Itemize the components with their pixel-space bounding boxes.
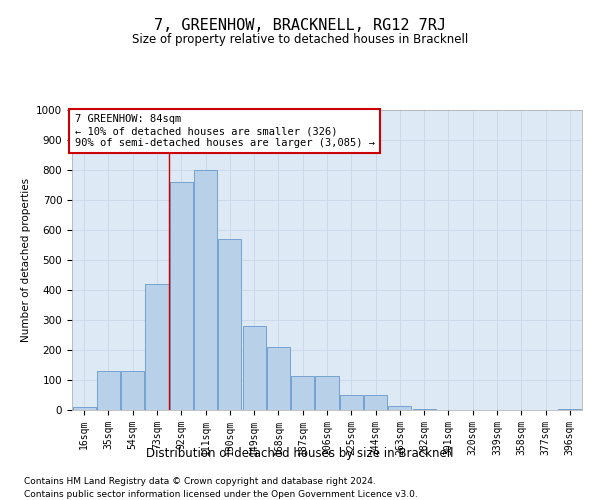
- Y-axis label: Number of detached properties: Number of detached properties: [20, 178, 31, 342]
- Bar: [413, 408, 436, 410]
- Bar: [121, 371, 144, 410]
- Bar: [242, 326, 266, 410]
- Bar: [97, 371, 120, 410]
- Bar: [73, 407, 95, 410]
- Bar: [388, 406, 412, 410]
- Bar: [170, 182, 193, 410]
- Bar: [316, 376, 338, 410]
- Text: 7, GREENHOW, BRACKNELL, RG12 7RJ: 7, GREENHOW, BRACKNELL, RG12 7RJ: [154, 18, 446, 32]
- Text: Contains HM Land Registry data © Crown copyright and database right 2024.: Contains HM Land Registry data © Crown c…: [24, 478, 376, 486]
- Bar: [145, 284, 169, 410]
- Bar: [218, 239, 241, 410]
- Text: Size of property relative to detached houses in Bracknell: Size of property relative to detached ho…: [132, 32, 468, 46]
- Bar: [291, 376, 314, 410]
- Text: 7 GREENHOW: 84sqm
← 10% of detached houses are smaller (326)
90% of semi-detache: 7 GREENHOW: 84sqm ← 10% of detached hous…: [74, 114, 374, 148]
- Bar: [194, 170, 217, 410]
- Text: Contains public sector information licensed under the Open Government Licence v3: Contains public sector information licen…: [24, 490, 418, 499]
- Bar: [340, 395, 363, 410]
- Bar: [559, 408, 581, 410]
- Bar: [267, 347, 290, 410]
- Text: Distribution of detached houses by size in Bracknell: Distribution of detached houses by size …: [146, 448, 454, 460]
- Bar: [364, 395, 387, 410]
